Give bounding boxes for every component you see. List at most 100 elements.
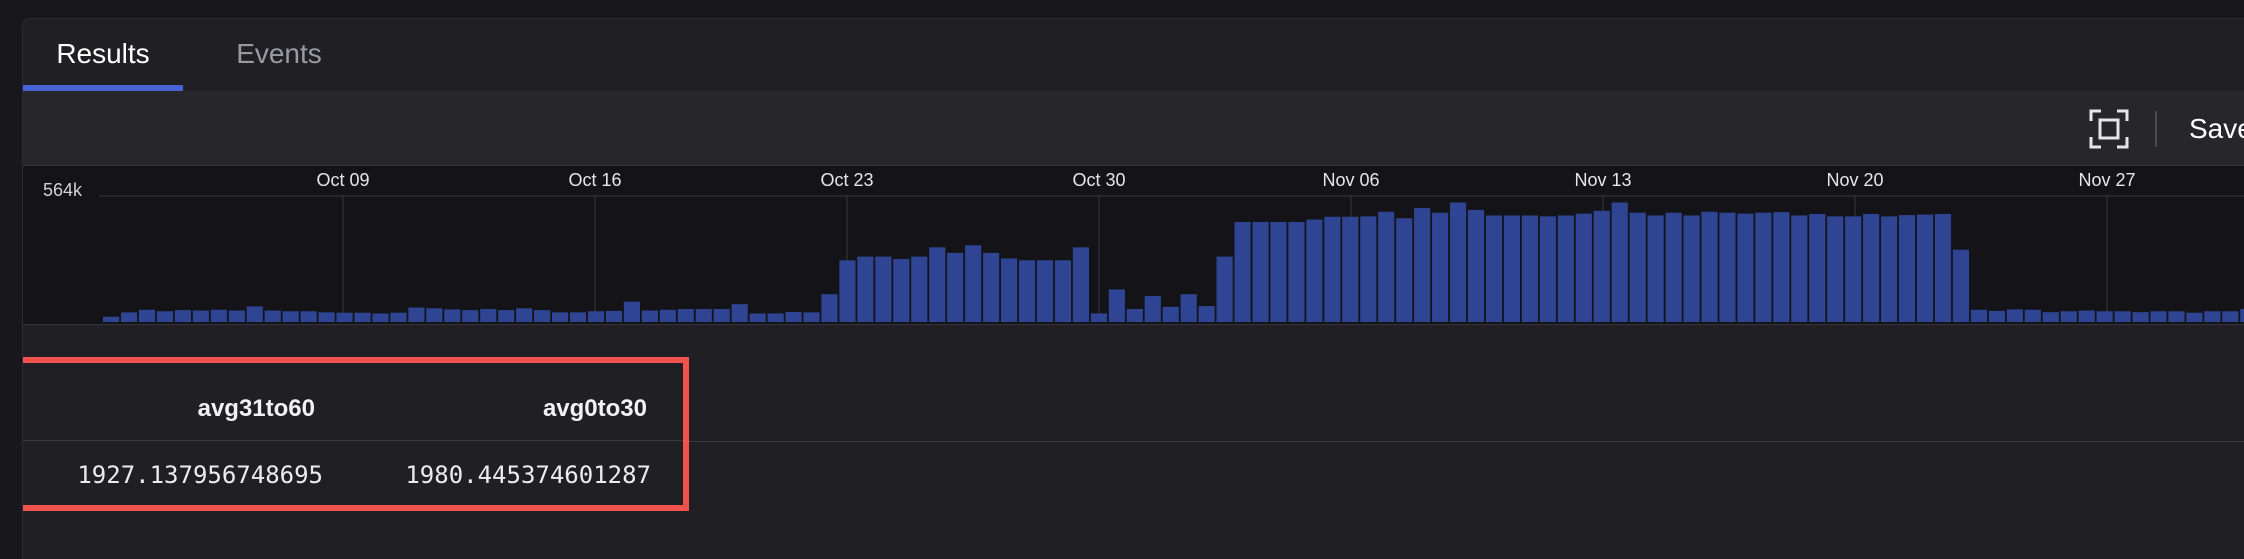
- histogram-bar[interactable]: [749, 313, 766, 322]
- histogram-bar[interactable]: [1001, 258, 1018, 322]
- histogram-bar[interactable]: [138, 309, 156, 322]
- histogram-bar[interactable]: [587, 311, 605, 322]
- histogram-bar[interactable]: [1539, 216, 1556, 322]
- histogram-bar[interactable]: [444, 309, 461, 322]
- tab-events[interactable]: Events: [236, 38, 322, 69]
- histogram-bar[interactable]: [785, 311, 802, 322]
- histogram-bar[interactable]: [1970, 309, 1987, 322]
- histogram-bar[interactable]: [767, 313, 784, 322]
- histogram-bar[interactable]: [1611, 202, 1628, 322]
- histogram-bar[interactable]: [1467, 209, 1485, 322]
- histogram-bar[interactable]: [1827, 216, 1844, 322]
- histogram-bar[interactable]: [677, 309, 694, 322]
- histogram-bar[interactable]: [1234, 221, 1251, 322]
- histogram-bar[interactable]: [2114, 311, 2131, 322]
- histogram-bar[interactable]: [2222, 311, 2239, 322]
- histogram-bar[interactable]: [1809, 213, 1826, 322]
- histogram-bar[interactable]: [1647, 215, 1664, 322]
- histogram-bar[interactable]: [516, 308, 533, 322]
- histogram-bar[interactable]: [246, 306, 263, 322]
- histogram-bar[interactable]: [1701, 211, 1718, 322]
- histogram-bar[interactable]: [2024, 309, 2041, 322]
- histogram-bar[interactable]: [462, 310, 479, 322]
- histogram-bar[interactable]: [1503, 215, 1521, 322]
- save-button[interactable]: Save: [2189, 113, 2244, 144]
- histogram-bar[interactable]: [1557, 215, 1574, 322]
- histogram-bar[interactable]: [2006, 309, 2023, 322]
- histogram-bar[interactable]: [1162, 306, 1179, 322]
- histogram-bar[interactable]: [1018, 260, 1036, 322]
- histogram-bar[interactable]: [2096, 311, 2113, 322]
- histogram-bar[interactable]: [605, 310, 623, 322]
- histogram-bar[interactable]: [2150, 311, 2167, 322]
- histogram-bar[interactable]: [552, 312, 569, 322]
- histogram-bar[interactable]: [1054, 260, 1072, 322]
- histogram-bar[interactable]: [803, 312, 820, 322]
- histogram-bar[interactable]: [2240, 309, 2244, 322]
- histogram-bar[interactable]: [1791, 215, 1808, 322]
- histogram-bar[interactable]: [965, 245, 982, 322]
- histogram-bar[interactable]: [1252, 221, 1269, 322]
- histogram-bar[interactable]: [192, 310, 209, 322]
- histogram-bar[interactable]: [390, 312, 407, 322]
- histogram-bar[interactable]: [498, 310, 515, 322]
- column-header-avg31to60[interactable]: avg31to60: [197, 395, 315, 422]
- histogram-bar[interactable]: [1863, 213, 1880, 322]
- histogram-bar[interactable]: [480, 309, 497, 322]
- histogram-bar[interactable]: [1360, 216, 1377, 322]
- histogram-bar[interactable]: [1216, 256, 1233, 322]
- histogram-bar[interactable]: [731, 304, 748, 322]
- histogram-bar[interactable]: [174, 310, 191, 322]
- histogram-bar[interactable]: [1036, 260, 1054, 322]
- histogram-bar[interactable]: [103, 316, 120, 322]
- histogram-bar[interactable]: [1432, 212, 1449, 322]
- histogram-bar[interactable]: [1198, 306, 1215, 322]
- histogram-bar[interactable]: [372, 313, 389, 322]
- histogram-bar[interactable]: [1665, 212, 1682, 322]
- histogram-bar[interactable]: [534, 310, 551, 322]
- histogram-bar[interactable]: [2060, 311, 2077, 322]
- histogram-bar[interactable]: [210, 309, 227, 322]
- histogram-bar[interactable]: [2204, 311, 2221, 322]
- histogram-bar[interactable]: [1144, 296, 1161, 322]
- histogram-bar[interactable]: [264, 310, 281, 322]
- histogram-bar[interactable]: [120, 312, 138, 322]
- histogram-bar[interactable]: [1737, 213, 1754, 322]
- histogram-bar[interactable]: [408, 307, 425, 322]
- histogram-bar[interactable]: [1988, 310, 2005, 322]
- histogram-bar[interactable]: [947, 252, 964, 322]
- histogram-bar[interactable]: [641, 310, 658, 322]
- histogram-bar[interactable]: [1378, 211, 1395, 322]
- histogram-bar[interactable]: [1180, 294, 1197, 322]
- histogram-bar[interactable]: [282, 311, 299, 322]
- histogram-bar[interactable]: [695, 309, 712, 322]
- histogram-bar[interactable]: [821, 294, 838, 322]
- tab-results[interactable]: Results: [23, 19, 183, 91]
- histogram-bar[interactable]: [1450, 202, 1467, 322]
- histogram-bar[interactable]: [623, 301, 640, 322]
- histogram-bar[interactable]: [1485, 215, 1503, 322]
- histogram-bar[interactable]: [1845, 216, 1862, 322]
- histogram-bar[interactable]: [1288, 221, 1305, 322]
- histogram-bar[interactable]: [2078, 310, 2095, 322]
- histogram-bar[interactable]: [1773, 212, 1790, 322]
- histogram-bar[interactable]: [2186, 312, 2203, 322]
- histogram-bar[interactable]: [1396, 218, 1413, 322]
- histogram-bar[interactable]: [1934, 213, 1952, 322]
- histogram-bar[interactable]: [1755, 212, 1772, 322]
- histogram-bar[interactable]: [1306, 219, 1323, 322]
- histogram-bar[interactable]: [300, 311, 317, 322]
- histogram-bar[interactable]: [1126, 309, 1143, 322]
- histogram-bar[interactable]: [911, 256, 928, 322]
- histogram-bar[interactable]: [929, 247, 946, 322]
- histogram-bar[interactable]: [983, 252, 1000, 322]
- histogram-bar[interactable]: [1629, 212, 1646, 322]
- histogram-bar[interactable]: [893, 259, 910, 322]
- histogram-bar[interactable]: [2042, 312, 2059, 322]
- histogram-bar[interactable]: [1881, 216, 1898, 322]
- histogram-bar[interactable]: [857, 256, 874, 322]
- histogram-bar[interactable]: [569, 312, 587, 322]
- histogram-bar[interactable]: [875, 256, 892, 322]
- histogram-bar[interactable]: [1270, 221, 1287, 322]
- column-header-avg0to30[interactable]: avg0to30: [542, 395, 647, 422]
